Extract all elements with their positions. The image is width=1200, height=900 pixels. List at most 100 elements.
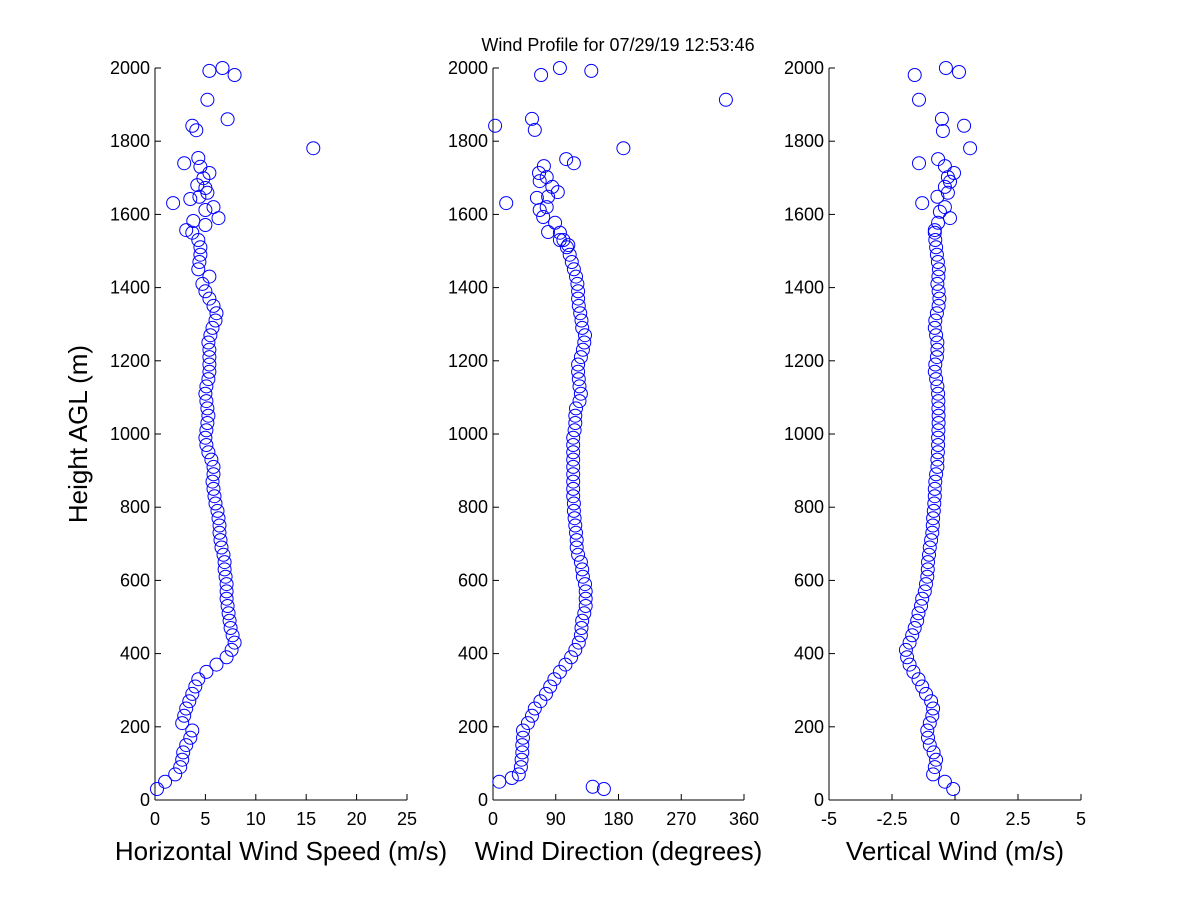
data-point: [185, 686, 200, 701]
y-tick-label: 0: [814, 790, 824, 810]
data-point: [919, 686, 933, 701]
data-point: [911, 672, 926, 687]
data-point: [952, 65, 966, 79]
data-point: [929, 372, 944, 387]
data-point: [541, 225, 556, 239]
data-point: [223, 621, 238, 635]
data-point: [927, 223, 942, 238]
data-point: [195, 276, 210, 291]
data-point: [569, 533, 584, 548]
data-point: [219, 584, 234, 599]
data-point: [571, 364, 586, 379]
data-point: [569, 401, 583, 416]
data-point: [543, 679, 558, 694]
data-point: [931, 416, 946, 430]
data-point: [566, 445, 581, 460]
data-point: [930, 459, 945, 474]
data-point: [914, 599, 928, 613]
x-tick-label: 5: [1076, 809, 1086, 829]
x-tick-label: 360: [729, 809, 759, 829]
data-point: [568, 518, 583, 533]
panel-vertical-wind: 0 200 400 600 800 1000 1200 1400 1600 1800 2000 -5 -…: [784, 58, 1086, 866]
data-point: [200, 92, 215, 107]
data-point: [533, 694, 548, 709]
data-point: [571, 372, 586, 387]
data-point: [922, 738, 937, 753]
data-point: [179, 223, 194, 238]
data-point: [929, 467, 944, 482]
x-tick-label: 270: [666, 809, 696, 829]
data-point: [188, 679, 203, 694]
y-tick-label: 1600: [448, 204, 488, 224]
data-point: [957, 118, 972, 133]
data-point: [179, 738, 194, 753]
y-tick-label: 1400: [784, 278, 824, 298]
data-point: [937, 159, 952, 174]
y-tick-label: 2000: [448, 58, 488, 78]
data-point: [536, 210, 551, 224]
data-point: [515, 745, 530, 760]
data-point: [562, 247, 577, 262]
data-point: [911, 606, 926, 621]
data-point: [168, 767, 183, 782]
data-point: [573, 386, 588, 401]
data-point: [931, 284, 946, 299]
data-point: [191, 672, 206, 687]
data-point: [926, 745, 941, 760]
data-point: [215, 61, 230, 75]
data-point: [943, 211, 957, 226]
data-point: [208, 496, 223, 511]
data-point: [915, 591, 930, 606]
data-point: [211, 511, 226, 526]
data-point: [575, 320, 590, 335]
data-point: [191, 151, 206, 165]
data-point: [183, 192, 198, 206]
data-point: [207, 489, 222, 504]
data-point: [929, 247, 944, 262]
y-tick-label: 1800: [110, 131, 150, 151]
data-point: [577, 606, 592, 621]
data-point: [921, 730, 935, 745]
data-point: [550, 185, 565, 200]
data-point: [552, 61, 567, 75]
data-point: [208, 313, 223, 328]
y-tick-label: 1600: [784, 204, 824, 224]
data-point: [532, 166, 546, 180]
data-point: [192, 189, 207, 204]
y-tick-label: 1600: [110, 204, 150, 224]
data-point: [927, 481, 942, 496]
y-tick-label: 2000: [110, 58, 150, 78]
data-point: [189, 123, 204, 138]
data-point: [572, 379, 587, 394]
data-point: [573, 350, 588, 365]
data-point: [929, 328, 944, 343]
data-point: [928, 233, 943, 247]
data-point: [926, 767, 941, 782]
data-point: [925, 518, 940, 533]
data-point: [575, 613, 590, 628]
data-point: [928, 313, 943, 328]
data-point: [211, 211, 226, 226]
data-point: [915, 679, 930, 694]
data-point: [616, 141, 631, 156]
data-point: [927, 364, 942, 379]
data-point: [212, 518, 227, 533]
y-tick-label: 1800: [448, 131, 488, 151]
data-point: [548, 215, 563, 230]
x-tick-label: 5: [200, 809, 210, 829]
x-tick-label: -5: [821, 809, 837, 829]
data-point: [927, 320, 942, 335]
data-point: [520, 716, 535, 731]
data-point: [158, 774, 173, 789]
data-point: [943, 174, 957, 189]
data-point: [566, 503, 581, 518]
data-point: [585, 779, 600, 794]
y-tick-label: 1200: [110, 351, 150, 371]
data-point: [920, 723, 935, 738]
data-point: [499, 196, 514, 211]
figure-title: Wind Profile for 07/29/19 12:53:46: [481, 35, 754, 55]
data-point: [559, 240, 574, 255]
data-point: [574, 313, 589, 328]
y-tick-label: 1800: [784, 131, 824, 151]
x-axis-title: Horizontal Wind Speed (m/s): [115, 836, 447, 866]
